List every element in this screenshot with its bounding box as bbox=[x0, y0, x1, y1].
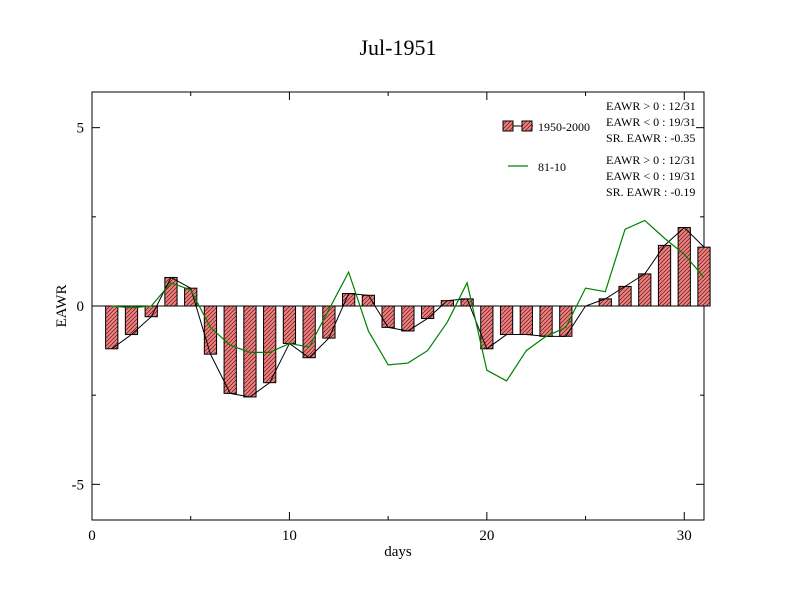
stats-block-1950-2000: EAWR > 0 : 12/31 EAWR < 0 : 19/31 SR. EA… bbox=[606, 98, 716, 146]
bar bbox=[381, 305, 395, 328]
y-tick-label: 0 bbox=[77, 299, 85, 315]
stat-negative-days: EAWR < 0 : 19/31 bbox=[606, 115, 696, 129]
bar bbox=[203, 305, 218, 355]
series-81-10-line bbox=[111, 219, 705, 382]
y-tick-label: -5 bbox=[72, 477, 85, 493]
axis-ticks: 0 10 20 30 -5 0 5 bbox=[72, 92, 704, 544]
legend-label-81-10: 81-10 bbox=[538, 160, 566, 174]
legend: 1950-2000 81-10 bbox=[502, 120, 590, 174]
x-axis-label: days bbox=[384, 544, 412, 560]
stats-block-81-10: EAWR > 0 : 12/31 EAWR < 0 : 19/31 SR. EA… bbox=[606, 152, 716, 200]
bar bbox=[440, 300, 454, 307]
bar bbox=[263, 305, 277, 384]
x-tick-label: 30 bbox=[677, 528, 692, 544]
bar bbox=[539, 305, 553, 337]
bar bbox=[302, 305, 316, 359]
bar-series-1950-2000 bbox=[105, 227, 711, 398]
legend-bar-swatch-left bbox=[502, 120, 514, 132]
y-tick-label: 5 bbox=[77, 121, 85, 137]
x-tick-label: 10 bbox=[282, 528, 297, 544]
x-tick-label: 20 bbox=[479, 528, 494, 544]
bar bbox=[361, 294, 376, 307]
bar bbox=[223, 305, 237, 394]
bar bbox=[519, 305, 533, 336]
bar bbox=[164, 276, 178, 307]
x-tick-label: 0 bbox=[88, 528, 96, 544]
series-1950-2000-line bbox=[111, 226, 705, 398]
bar bbox=[499, 305, 514, 336]
stat-positive-days: EAWR > 0 : 12/31 bbox=[606, 99, 696, 113]
bar bbox=[243, 305, 257, 398]
bar bbox=[559, 305, 573, 337]
stat-positive-days: EAWR > 0 : 12/31 bbox=[606, 153, 696, 167]
chart-title: Jul-1951 bbox=[360, 35, 437, 60]
bar bbox=[677, 227, 691, 307]
bar bbox=[401, 305, 415, 332]
bar bbox=[480, 305, 494, 350]
stat-negative-days: EAWR < 0 : 19/31 bbox=[606, 169, 696, 183]
bar bbox=[420, 305, 435, 319]
bar bbox=[638, 273, 652, 307]
legend-label-1950-2000: 1950-2000 bbox=[538, 120, 590, 134]
bar bbox=[282, 305, 297, 344]
legend-bar-swatch-right bbox=[521, 120, 533, 132]
bar bbox=[105, 305, 119, 350]
y-axis-label: EAWR bbox=[54, 285, 70, 328]
stat-sr-eawr: SR. EAWR : -0.35 bbox=[606, 131, 696, 145]
stat-sr-eawr: SR. EAWR : -0.19 bbox=[606, 185, 696, 199]
bar bbox=[657, 244, 672, 307]
